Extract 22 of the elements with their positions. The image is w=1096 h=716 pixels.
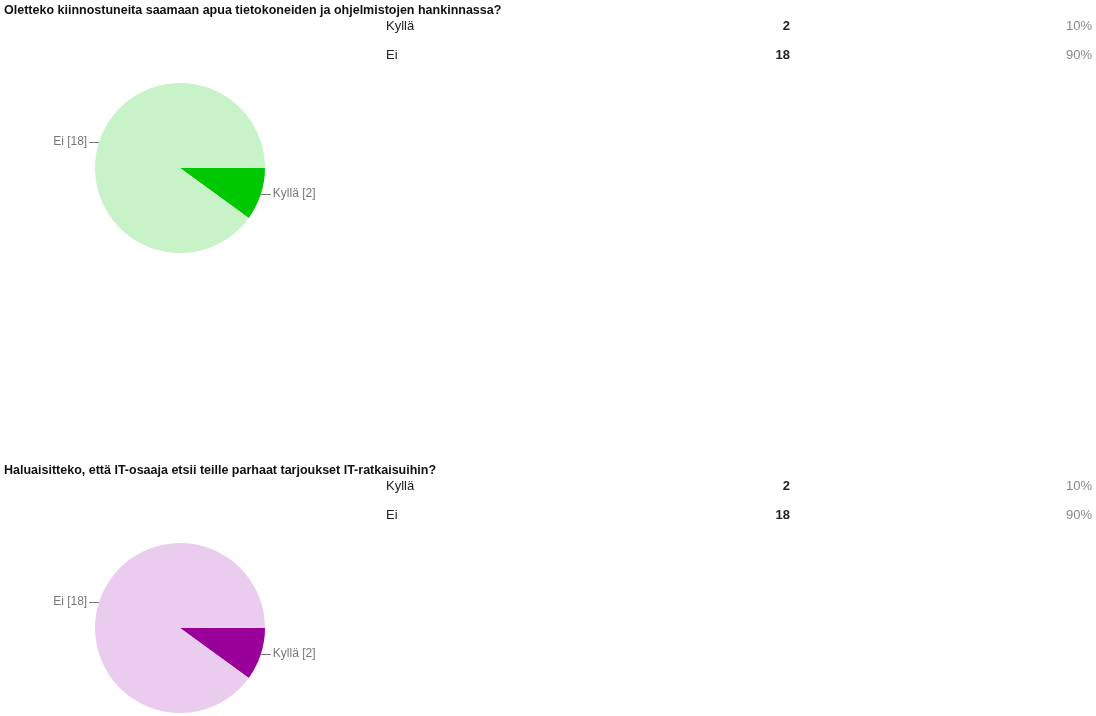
slice-label: Ei xyxy=(53,593,64,608)
text: 10% xyxy=(1065,478,1092,493)
text: 90% xyxy=(1065,507,1092,522)
data-label: [2] xyxy=(301,186,316,201)
text: 10% xyxy=(1065,18,1092,33)
data-label: [2] xyxy=(301,646,316,661)
data-label: [18] xyxy=(66,593,88,608)
text: 2 xyxy=(782,478,790,493)
text: Ei xyxy=(386,47,398,62)
text: Kyllä xyxy=(386,478,415,493)
text: 18 xyxy=(775,507,790,522)
slice-label: Kyllä xyxy=(272,186,299,201)
text: 2 xyxy=(782,18,790,33)
chart-title: Oletteko kiinnostuneita saamaan apua tietokoneiden ja ohjelmistojen hankinnassa? xyxy=(4,3,502,17)
text: Ei xyxy=(386,507,398,522)
chart-title: Haluaisitteko, että IT-osaaja etsii teille parhaat tarjoukset IT-ratkaisuihin? xyxy=(4,463,437,477)
slice-label: Kyllä xyxy=(272,646,299,661)
slice-label: Ei xyxy=(53,133,64,148)
text: 18 xyxy=(775,47,790,62)
text: Kyllä xyxy=(386,18,415,33)
text: 90% xyxy=(1065,47,1092,62)
data-label: [18] xyxy=(66,133,88,148)
